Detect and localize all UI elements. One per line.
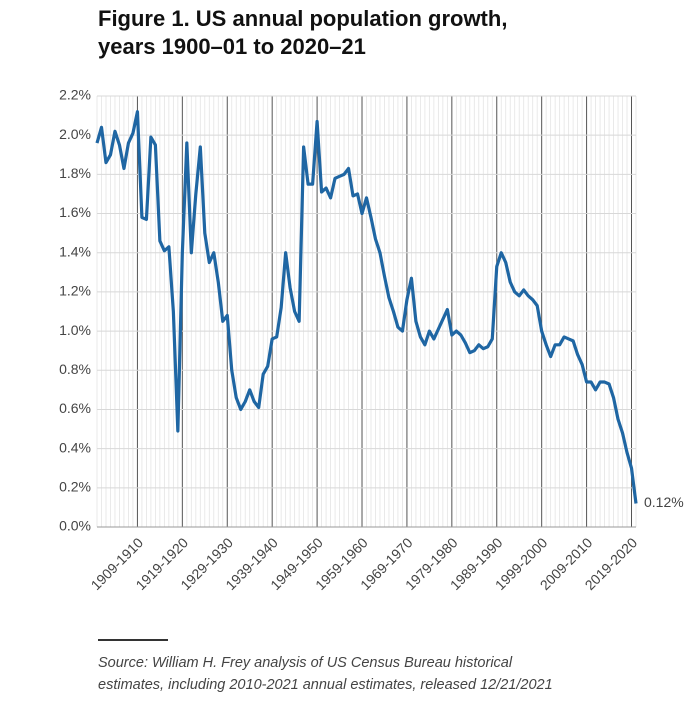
source: estimates, including 2010-2021 annual es… bbox=[98, 677, 553, 693]
y-tick-label: 1.2% bbox=[59, 283, 91, 299]
y-tick-label: 0.6% bbox=[59, 400, 91, 416]
y-tick-label: 0.2% bbox=[59, 479, 91, 495]
chart-title: Figure 1. US annual population growth, bbox=[98, 6, 507, 31]
y-tick-label: 1.6% bbox=[59, 204, 91, 220]
y-tick-label: 2.2% bbox=[59, 87, 91, 103]
y-tick-label: 1.8% bbox=[59, 165, 91, 181]
y-tick-label: 1.4% bbox=[59, 243, 91, 259]
source: Source: William H. Frey analysis of US C… bbox=[98, 655, 513, 671]
y-tick-label: 0.8% bbox=[59, 361, 91, 377]
y-tick-label: 0.0% bbox=[59, 518, 91, 534]
y-tick-label: 2.0% bbox=[59, 126, 91, 142]
y-tick-label: 1.0% bbox=[59, 322, 91, 338]
line bbox=[95, 110, 638, 504]
y-tick-label: 0.4% bbox=[59, 439, 91, 455]
data-label: 0.12% bbox=[644, 494, 684, 510]
chart-title: years 1900–01 to 2020–21 bbox=[98, 34, 366, 59]
